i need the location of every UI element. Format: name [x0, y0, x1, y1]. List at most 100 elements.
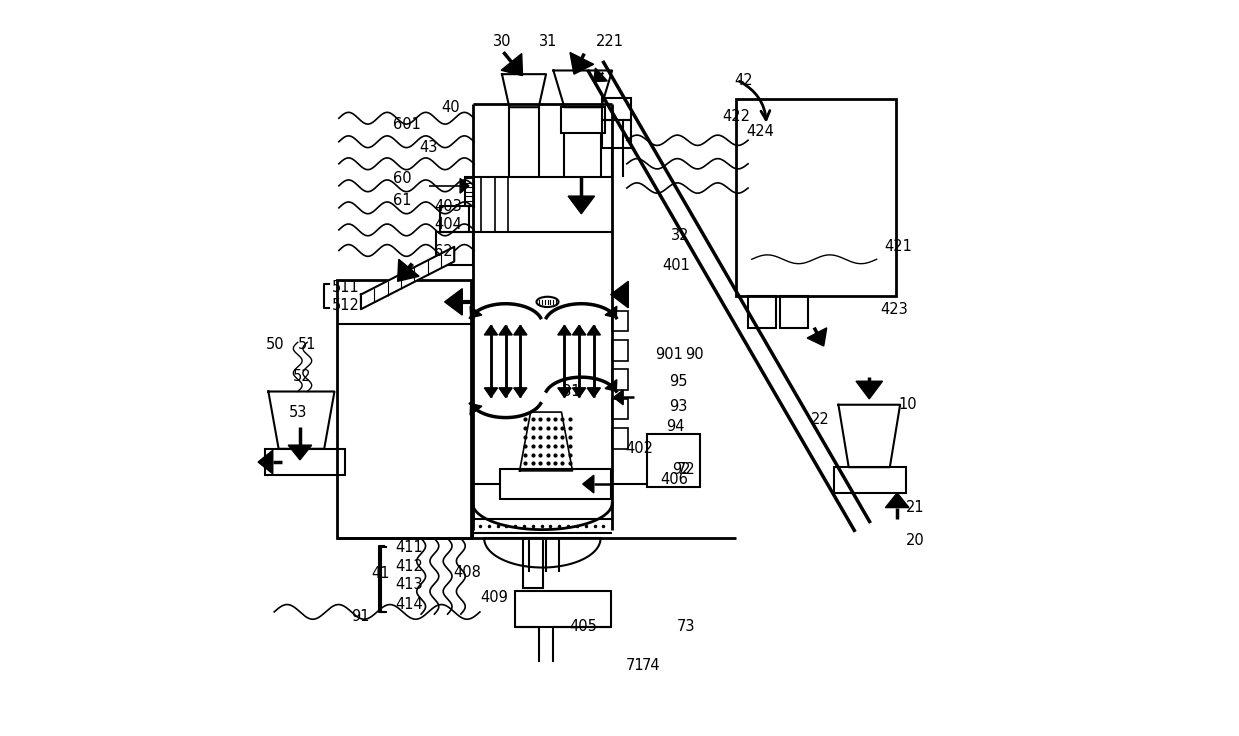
Bar [612, 369, 628, 390]
Polygon shape [856, 381, 882, 399]
Polygon shape [484, 388, 498, 397]
Text: 402: 402 [626, 442, 653, 456]
Text: 20: 20 [906, 533, 924, 548]
Text: 423: 423 [880, 302, 908, 316]
Bar [523, 539, 543, 588]
Text: 71: 71 [626, 658, 644, 673]
Polygon shape [613, 390, 623, 405]
Text: 413: 413 [395, 577, 422, 592]
Polygon shape [258, 450, 273, 474]
Polygon shape [460, 178, 468, 193]
Text: 40: 40 [442, 99, 461, 115]
Polygon shape [587, 325, 601, 335]
Text: 53: 53 [289, 405, 307, 420]
Text: 91: 91 [352, 609, 370, 624]
Text: 512: 512 [332, 298, 359, 313]
Polygon shape [470, 306, 482, 318]
Text: 408: 408 [453, 565, 482, 580]
Text: 422: 422 [722, 109, 751, 124]
Text: 414: 414 [395, 597, 424, 612]
Text: 93: 93 [669, 399, 688, 414]
Polygon shape [611, 281, 628, 308]
Polygon shape [886, 493, 909, 508]
Text: 95: 95 [669, 374, 688, 389]
Text: 43: 43 [420, 140, 439, 155]
Polygon shape [470, 403, 482, 415]
Polygon shape [572, 325, 586, 335]
Text: 404: 404 [435, 217, 462, 233]
Bar [501, 470, 611, 499]
Polygon shape [558, 388, 571, 397]
Polygon shape [572, 388, 586, 397]
Text: 901: 901 [654, 347, 683, 362]
Text: 51: 51 [297, 337, 316, 352]
Text: 61: 61 [393, 193, 411, 208]
Text: 81: 81 [563, 384, 581, 399]
Text: 73: 73 [676, 619, 695, 634]
Polygon shape [501, 54, 523, 76]
Bar [465, 177, 475, 206]
Polygon shape [807, 328, 826, 346]
Polygon shape [605, 306, 617, 318]
Text: 406: 406 [660, 473, 689, 487]
Polygon shape [398, 259, 419, 281]
Text: 72: 72 [676, 462, 695, 477]
Text: 21: 21 [906, 500, 924, 515]
Text: 424: 424 [746, 124, 773, 139]
Text: 405: 405 [570, 619, 597, 634]
Text: 401: 401 [662, 258, 690, 272]
Polygon shape [570, 52, 593, 74]
Bar [602, 120, 631, 148]
Bar [612, 311, 628, 331]
Text: 42: 42 [733, 73, 753, 88]
Bar [779, 296, 808, 328]
Text: 511: 511 [332, 280, 359, 294]
Text: 403: 403 [435, 199, 462, 214]
Text: 60: 60 [393, 171, 411, 186]
Bar [736, 99, 896, 296]
Polygon shape [484, 325, 498, 335]
Polygon shape [514, 325, 527, 335]
Bar [648, 434, 700, 487]
Text: 22: 22 [810, 412, 829, 427]
Text: 52: 52 [292, 369, 311, 384]
Bar [834, 467, 906, 493]
Text: 62: 62 [435, 244, 453, 259]
Bar [612, 428, 628, 449]
Polygon shape [558, 325, 571, 335]
Text: 30: 30 [493, 34, 512, 49]
Bar [602, 98, 631, 120]
Polygon shape [445, 289, 462, 315]
Polygon shape [514, 388, 527, 397]
Text: 74: 74 [642, 658, 660, 673]
Text: 50: 50 [265, 337, 284, 352]
Text: 90: 90 [685, 347, 704, 362]
Bar [436, 232, 472, 265]
Text: 94: 94 [667, 420, 685, 434]
Bar [337, 280, 471, 539]
Polygon shape [582, 475, 593, 493]
Polygon shape [499, 388, 512, 397]
Polygon shape [499, 325, 512, 335]
Bar [265, 449, 344, 475]
Text: 421: 421 [883, 239, 912, 255]
Text: 31: 31 [539, 34, 558, 49]
Text: 601: 601 [393, 116, 421, 132]
Polygon shape [361, 247, 455, 309]
Polygon shape [605, 380, 617, 391]
Text: 92: 92 [673, 462, 691, 477]
Text: 221: 221 [596, 34, 624, 49]
Text: 411: 411 [395, 540, 424, 556]
Bar [612, 399, 628, 420]
Text: 412: 412 [395, 559, 424, 574]
Bar [612, 340, 628, 361]
Bar [561, 107, 605, 133]
Text: 32: 32 [672, 228, 689, 244]
Bar [515, 591, 611, 626]
Text: 409: 409 [479, 590, 508, 605]
Text: 41: 41 [372, 566, 390, 581]
Bar [748, 296, 776, 328]
Bar [440, 206, 468, 232]
Polygon shape [587, 388, 601, 397]
Text: 10: 10 [898, 397, 917, 412]
